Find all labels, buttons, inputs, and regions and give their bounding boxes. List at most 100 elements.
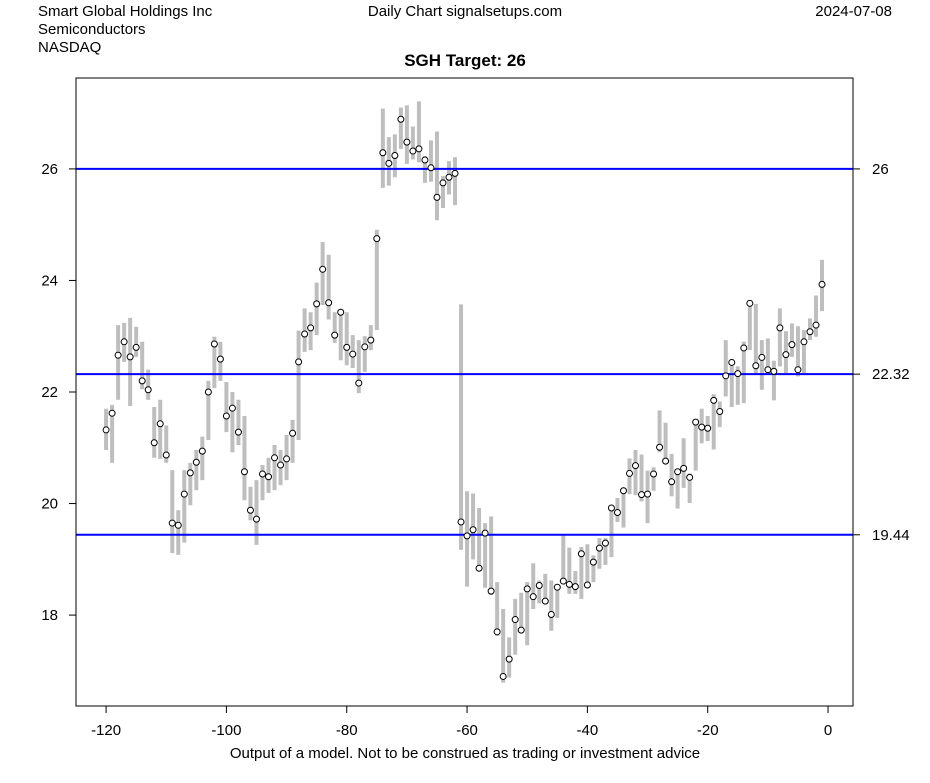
y-tick-label: 18 — [41, 607, 58, 624]
close-point — [174, 521, 182, 529]
close-point — [355, 379, 363, 387]
close-point — [800, 338, 808, 346]
close-point — [710, 396, 718, 404]
close-point — [138, 377, 146, 385]
close-point — [638, 491, 646, 499]
close-point — [553, 583, 561, 591]
close-point — [144, 386, 152, 394]
close-point — [517, 626, 525, 634]
sector-label: Semiconductors — [38, 21, 146, 38]
close-point — [722, 372, 730, 380]
close-point — [746, 299, 754, 307]
close-point — [716, 408, 724, 416]
close-point — [674, 468, 682, 476]
close-point — [132, 343, 140, 351]
close-point — [632, 462, 640, 470]
close-point — [770, 367, 778, 375]
close-point — [186, 469, 194, 477]
close-point — [397, 115, 405, 123]
close-point — [457, 518, 465, 526]
y-tick-label: 22 — [41, 384, 58, 401]
close-point — [271, 454, 279, 462]
close-point — [120, 338, 128, 346]
close-point — [499, 672, 507, 680]
close-point — [277, 461, 285, 469]
level-label: 26 — [872, 161, 889, 178]
close-point — [559, 577, 567, 585]
close-point — [331, 331, 339, 339]
close-point — [704, 424, 712, 432]
chart-title: SGH Target: 26 — [404, 51, 526, 70]
x-tick-label: -80 — [336, 722, 358, 739]
close-point — [126, 353, 134, 361]
close-point — [246, 506, 254, 514]
close-point — [307, 324, 315, 332]
close-point — [740, 344, 748, 352]
close-point — [601, 539, 609, 547]
close-point — [529, 593, 537, 601]
close-point — [680, 464, 688, 472]
close-point — [385, 159, 393, 167]
close-point — [337, 308, 345, 316]
close-point — [234, 428, 242, 436]
close-point — [102, 426, 110, 434]
close-point — [656, 443, 664, 451]
close-point — [752, 362, 760, 370]
close-point — [391, 152, 399, 160]
close-point — [409, 147, 417, 155]
close-point — [782, 351, 790, 359]
close-point — [439, 179, 447, 187]
close-point — [583, 581, 591, 589]
close-point — [180, 490, 188, 498]
close-point — [240, 468, 248, 476]
close-point — [114, 351, 122, 359]
close-point — [776, 324, 784, 332]
close-point — [668, 478, 676, 486]
y-tick-label: 24 — [41, 272, 58, 289]
close-point — [343, 343, 351, 351]
close-point — [650, 470, 658, 478]
close-point — [403, 138, 411, 146]
close-point — [259, 470, 267, 478]
close-point — [728, 358, 736, 366]
close-point — [463, 532, 471, 540]
close-point — [349, 350, 357, 358]
x-tick-label: -20 — [697, 722, 719, 739]
close-point — [541, 597, 549, 605]
close-point — [228, 404, 236, 412]
level-label: 19.44 — [872, 527, 910, 544]
close-point — [319, 265, 327, 273]
disclaimer: Output of a model. Not to be construed a… — [229, 745, 701, 762]
close-point — [794, 366, 802, 374]
chart-source: Daily Chart signalsetups.com — [367, 3, 563, 20]
close-point — [625, 469, 633, 477]
close-point — [168, 519, 176, 527]
x-tick-label: -40 — [577, 722, 599, 739]
level-label: 22.32 — [872, 366, 910, 383]
x-tick-label: -100 — [211, 722, 241, 739]
close-point — [361, 343, 369, 351]
close-point — [289, 429, 297, 437]
x-tick-label: -120 — [91, 722, 121, 739]
y-tick-label: 20 — [41, 496, 58, 513]
chart-date: 2024-07-08 — [815, 3, 892, 20]
close-point — [511, 616, 519, 624]
close-point — [415, 145, 423, 153]
close-point — [162, 451, 170, 459]
close-point — [619, 487, 627, 495]
close-point — [451, 169, 459, 177]
close-point — [433, 193, 441, 201]
close-point — [301, 330, 309, 338]
close-point — [487, 587, 495, 595]
close-point — [421, 156, 429, 164]
close-point — [523, 585, 531, 593]
company-name: Smart Global Holdings Inc — [38, 3, 213, 20]
close-point — [367, 336, 375, 344]
close-point — [313, 300, 321, 308]
x-tick-label: -60 — [456, 722, 478, 739]
close-point — [692, 418, 700, 426]
close-point — [565, 580, 573, 588]
close-point — [493, 628, 501, 636]
close-point — [192, 458, 200, 466]
